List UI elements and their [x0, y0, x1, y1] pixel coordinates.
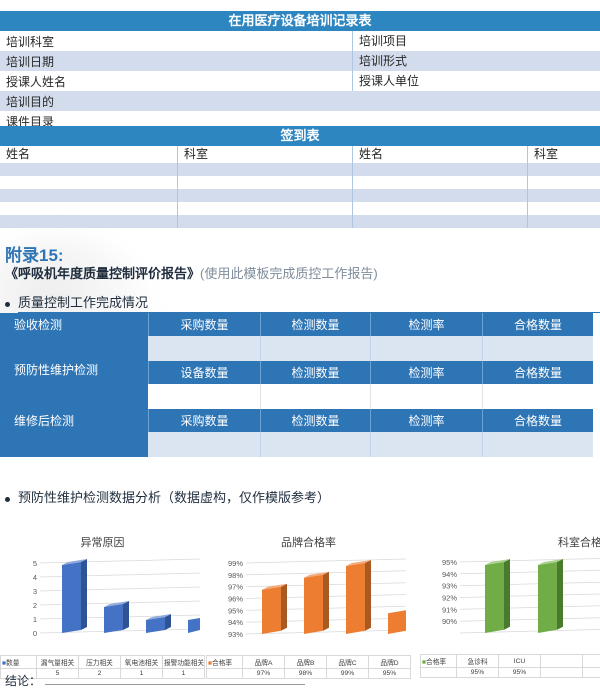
svg-text:97%: 97% [228, 583, 243, 592]
svg-text:95%: 95% [228, 606, 243, 615]
svg-text:99%: 99% [228, 559, 243, 568]
svg-text:94%: 94% [442, 570, 457, 579]
svg-text:98%: 98% [228, 571, 243, 580]
svg-text:91%: 91% [442, 605, 457, 614]
svg-text:2: 2 [33, 601, 37, 610]
svg-text:1: 1 [33, 615, 37, 624]
svg-text:94%: 94% [228, 618, 243, 627]
svg-text:0: 0 [33, 629, 37, 638]
svg-text:92%: 92% [442, 594, 457, 603]
svg-text:95%: 95% [442, 558, 457, 567]
svg-text:93%: 93% [442, 582, 457, 591]
svg-text:3: 3 [33, 587, 37, 596]
svg-text:93%: 93% [228, 630, 243, 639]
svg-text:90%: 90% [442, 617, 457, 626]
svg-text:4: 4 [33, 573, 37, 582]
svg-text:5: 5 [33, 559, 37, 568]
svg-text:96%: 96% [228, 595, 243, 604]
